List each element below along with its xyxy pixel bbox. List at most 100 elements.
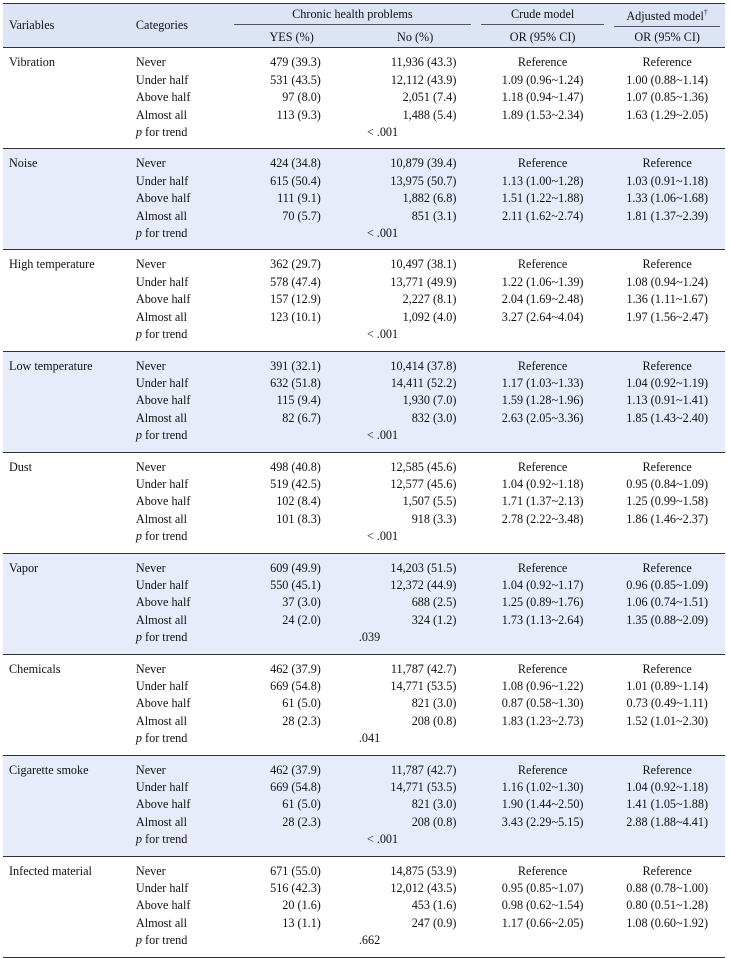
category-label: Almost all (135, 611, 229, 630)
category-label: Above half (135, 494, 191, 509)
category-label: Above half (135, 696, 191, 711)
p-trend-row: p for trend .041 (3, 730, 725, 755)
no-count-cell: 1,092 (4.0) (402, 309, 457, 324)
header-no-percent: No (%) (354, 27, 476, 49)
category-label: Under half (135, 779, 229, 797)
no-count-cell: 14,771 (53.5) (354, 779, 476, 797)
crude-or-cell: 0.87 (0.58~1.30) (501, 696, 584, 711)
variable-name: Chemicals (9, 661, 61, 676)
category-label: Almost all (135, 309, 188, 324)
variable-name (3, 713, 136, 730)
no-count-cell: 453 (1.6) (411, 898, 457, 913)
yes-count-cell: 615 (50.4) (228, 172, 355, 191)
adjusted-or-cell: 1.41 (1.05~1.88) (609, 796, 725, 814)
no-count-cell: 2,227 (8.1) (402, 292, 457, 307)
variable-name (3, 897, 136, 914)
no-count-cell: 12,372 (44.9) (354, 576, 476, 595)
variable-name: Infected material (9, 863, 92, 878)
adjusted-or-cell: 1.00 (0.88~1.14) (626, 72, 709, 87)
yes-count-cell: 102 (8.4) (276, 494, 321, 509)
category-label: Above half (135, 594, 229, 612)
p-trend-value: .039 (358, 630, 381, 645)
crude-or-cell: 1.25 (0.89~1.76) (475, 594, 610, 612)
p-trend-label: p for trend (135, 529, 188, 544)
crude-or-cell: 1.04 (0.92~1.18) (501, 476, 584, 491)
variable-name (3, 291, 136, 308)
variable-name (3, 190, 136, 208)
yes-count-cell: 82 (6.7) (228, 409, 355, 428)
p-trend-value: < .001 (366, 428, 399, 443)
crude-or-cell: Reference (517, 459, 568, 474)
crude-or-cell: 1.13 (1.00~1.28) (475, 172, 610, 191)
adjusted-or-cell: 1.04 (0.92~1.18) (609, 779, 725, 797)
category-label: Above half (135, 392, 229, 410)
p-trend-row: p for trend < .001 (3, 427, 725, 453)
yes-count-cell: 362 (29.7) (270, 257, 321, 272)
category-label: Under half (135, 881, 189, 896)
adjusted-or-cell: Reference (609, 351, 725, 375)
no-count-cell: 1,488 (5.4) (402, 107, 457, 122)
no-count-cell: 13,975 (50.7) (354, 172, 476, 191)
adjusted-or-cell: Reference (609, 148, 725, 173)
category-label: Almost all (135, 915, 188, 930)
no-count-cell: 12,585 (45.6) (390, 459, 457, 474)
variable-name (3, 611, 136, 630)
category-label: Almost all (135, 511, 188, 526)
adjusted-or-cell: 1.52 (1.01~2.30) (626, 713, 709, 728)
variable-name: Vibration (9, 55, 55, 70)
no-count-cell: 247 (0.9) (411, 915, 457, 930)
table-row: Under half 669 (54.8) 14,771 (53.5) 1.08 (0… (3, 678, 725, 695)
variable-name (3, 476, 136, 493)
table-row: Under half 550 (45.1) 12,372 (44.9) 1.04 (0… (3, 576, 725, 595)
table-row: Infected material Never 671 (55.0) 14,875 (… (3, 856, 725, 880)
yes-count-cell: 578 (47.4) (270, 274, 321, 289)
adjusted-or-cell: 0.73 (0.49~1.11) (626, 696, 708, 711)
table-row: Under half 516 (42.3) 12,012 (43.5) 0.95 (0… (3, 880, 725, 897)
crude-or-cell: Reference (475, 755, 610, 780)
yes-count-cell: 516 (42.3) (270, 881, 321, 896)
table-header: Variables Categories Chronic health prob… (3, 2, 725, 49)
adjusted-or-cell: 2.88 (1.88~4.41) (609, 813, 725, 832)
adjusted-or-cell: 1.06 (0.74~1.51) (609, 594, 725, 612)
yes-count-cell: 70 (5.7) (228, 207, 355, 226)
adjusted-or-cell: 1.36 (1.11~1.67) (626, 292, 708, 307)
adjusted-or-cell: Reference (642, 257, 692, 272)
table-row: Above half 102 (8.4) 1,507 (5.5) 1.71 (1.37… (3, 493, 725, 510)
category-label: Above half (135, 796, 229, 814)
variable-group: Chemicals Never 462 (37.9) 11,787 (42.7) Ref… (3, 654, 725, 756)
category-label: Almost all (135, 107, 188, 122)
category-label: Never (135, 755, 229, 780)
no-count-cell: 208 (0.8) (354, 813, 476, 832)
crude-or-cell: Reference (517, 55, 568, 70)
category-label: Almost all (135, 713, 188, 728)
crude-or-cell: 1.89 (1.53~2.34) (501, 107, 584, 122)
variable-name (3, 309, 136, 326)
yes-count-cell: 97 (8.0) (282, 90, 321, 105)
variable-name: Low temperature (3, 351, 136, 375)
adjusted-or-cell: Reference (642, 661, 692, 676)
yes-count-cell: 61 (5.0) (282, 696, 321, 711)
crude-or-cell: Reference (517, 257, 568, 272)
no-count-cell: 324 (1.2) (354, 611, 476, 630)
no-count-cell: 1,930 (7.0) (354, 392, 476, 410)
variable-group: Cigarette smoke Never 462 (37.9) 11,787 (42… (3, 755, 725, 857)
no-count-cell: 12,577 (45.6) (390, 476, 457, 491)
adjusted-or-cell: Reference (642, 863, 692, 878)
table-row: Almost all 28 (2.3) 208 (0.8) 1.83 (1.23~2.… (3, 713, 725, 730)
no-count-cell: 14,411 (52.2) (354, 374, 476, 393)
variable-group: Dust Never 498 (40.8) 12,585 (45.6) Referenc… (3, 452, 725, 554)
table-row: Chemicals Never 462 (37.9) 11,787 (42.7) Ref… (3, 654, 725, 678)
crude-or-cell: 0.98 (0.62~1.54) (501, 898, 584, 913)
variable-name (3, 172, 136, 191)
table-row: Above half 37 (3.0) 688 (2.5) 1.25 (0.89~1.… (3, 594, 725, 612)
category-label: Under half (135, 679, 189, 693)
adjusted-or-cell: Reference (609, 755, 725, 780)
category-label: Under half (135, 374, 229, 393)
adjusted-or-cell: 1.08 (0.94~1.24) (626, 274, 709, 289)
crude-or-cell: 1.90 (1.44~2.50) (475, 796, 610, 814)
table-row: Under half 669 (54.8) 14,771 (53.5) 1.16 (1… (3, 779, 725, 797)
category-label: Above half (135, 90, 191, 105)
crude-or-cell: 1.73 (1.13~2.64) (475, 611, 610, 630)
crude-or-cell: Reference (475, 351, 610, 375)
variable-name (3, 89, 136, 106)
